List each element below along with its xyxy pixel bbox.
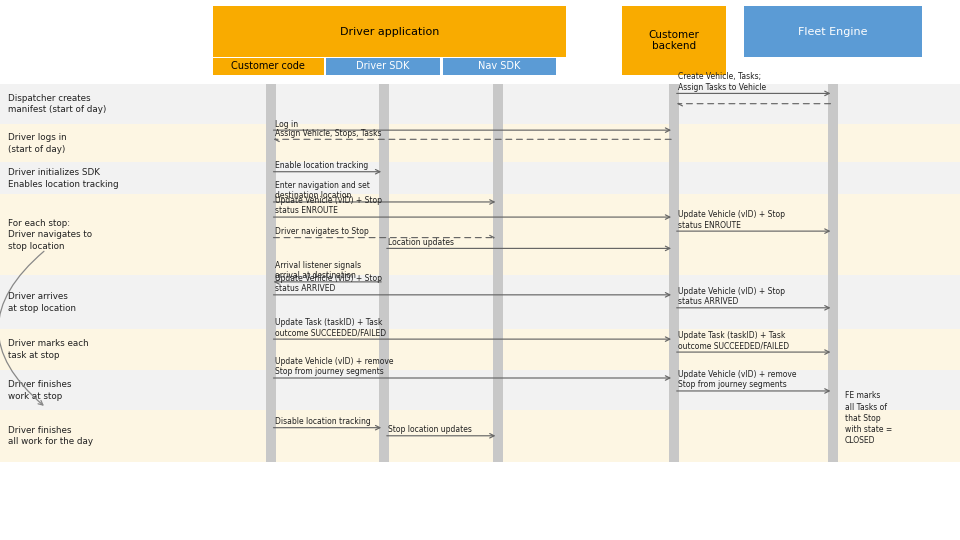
Text: Disable location tracking: Disable location tracking: [275, 417, 371, 426]
Text: Stop location updates: Stop location updates: [388, 425, 471, 434]
Text: Arrival listener signals
arrival at destination: Arrival listener signals arrival at dest…: [275, 261, 361, 280]
FancyBboxPatch shape: [744, 6, 922, 57]
Text: Create Vehicle, Tasks;
Assign Tasks to Vehicle: Create Vehicle, Tasks; Assign Tasks to V…: [678, 72, 766, 92]
FancyBboxPatch shape: [669, 76, 679, 462]
FancyBboxPatch shape: [266, 76, 276, 462]
Text: Assign Vehicle, Stops, Tasks: Assign Vehicle, Stops, Tasks: [275, 129, 381, 138]
Text: Customer code: Customer code: [231, 62, 305, 71]
Text: Fleet Engine: Fleet Engine: [798, 26, 868, 37]
FancyBboxPatch shape: [828, 76, 838, 462]
FancyBboxPatch shape: [0, 162, 960, 194]
Text: Enter navigation and set
destination location: Enter navigation and set destination loc…: [275, 181, 370, 200]
Text: Update Vehicle (vID) + Stop
status ENROUTE: Update Vehicle (vID) + Stop status ENROU…: [275, 196, 381, 215]
FancyBboxPatch shape: [0, 6, 213, 78]
FancyBboxPatch shape: [326, 58, 440, 75]
FancyBboxPatch shape: [0, 194, 960, 275]
Text: Driver finishes
work at stop: Driver finishes work at stop: [8, 380, 71, 401]
FancyBboxPatch shape: [0, 124, 960, 162]
Text: FE marks
all Tasks of
that Stop
with state =
CLOSED: FE marks all Tasks of that Stop with sta…: [845, 392, 892, 445]
Text: Update Vehicle (vID) + Stop
status ENROUTE: Update Vehicle (vID) + Stop status ENROU…: [678, 210, 784, 230]
Text: Driver arrives
at stop location: Driver arrives at stop location: [8, 292, 76, 313]
Text: Customer
backend: Customer backend: [649, 30, 699, 51]
Text: Location updates: Location updates: [388, 238, 454, 247]
FancyBboxPatch shape: [0, 410, 960, 462]
FancyBboxPatch shape: [622, 6, 726, 75]
FancyBboxPatch shape: [0, 84, 960, 124]
Text: Nav SDK: Nav SDK: [478, 62, 520, 71]
Text: Driver marks each
task at stop: Driver marks each task at stop: [8, 339, 88, 360]
Text: Driver initializes SDK
Enables location tracking: Driver initializes SDK Enables location …: [8, 168, 118, 188]
FancyBboxPatch shape: [379, 76, 389, 462]
Text: Log in: Log in: [275, 119, 298, 129]
Text: Enable location tracking: Enable location tracking: [275, 161, 368, 170]
Text: For each stop:
Driver navigates to
stop location: For each stop: Driver navigates to stop …: [8, 219, 92, 251]
Text: Update Vehicle (vID) + remove
Stop from journey segments: Update Vehicle (vID) + remove Stop from …: [275, 357, 393, 376]
FancyBboxPatch shape: [0, 75, 960, 84]
Text: Update Task (taskID) + Task
outcome SUCCEEDED/FAILED: Update Task (taskID) + Task outcome SUCC…: [275, 318, 386, 338]
Text: Update Task (taskID) + Task
outcome SUCCEEDED/FAILED: Update Task (taskID) + Task outcome SUCC…: [678, 331, 789, 350]
Text: Driver finishes
all work for the day: Driver finishes all work for the day: [8, 426, 93, 447]
Text: Update Vehicle (vID) + Stop
status ARRIVED: Update Vehicle (vID) + Stop status ARRIV…: [275, 274, 381, 293]
FancyBboxPatch shape: [0, 329, 960, 370]
FancyBboxPatch shape: [0, 275, 960, 329]
FancyBboxPatch shape: [493, 76, 503, 462]
FancyBboxPatch shape: [213, 58, 324, 75]
Text: Driver logs in
(start of day): Driver logs in (start of day): [8, 133, 66, 153]
Text: Update Vehicle (vID) + remove
Stop from journey segments: Update Vehicle (vID) + remove Stop from …: [678, 370, 796, 389]
Text: Dispatcher creates
manifest (start of day): Dispatcher creates manifest (start of da…: [8, 93, 106, 114]
Text: Driver SDK: Driver SDK: [356, 62, 410, 71]
FancyBboxPatch shape: [213, 6, 566, 57]
Text: Driver navigates to Stop: Driver navigates to Stop: [275, 227, 369, 236]
FancyBboxPatch shape: [443, 58, 556, 75]
FancyBboxPatch shape: [0, 370, 960, 410]
Text: Driver application: Driver application: [340, 26, 440, 37]
Text: Update Vehicle (vID) + Stop
status ARRIVED: Update Vehicle (vID) + Stop status ARRIV…: [678, 287, 784, 306]
